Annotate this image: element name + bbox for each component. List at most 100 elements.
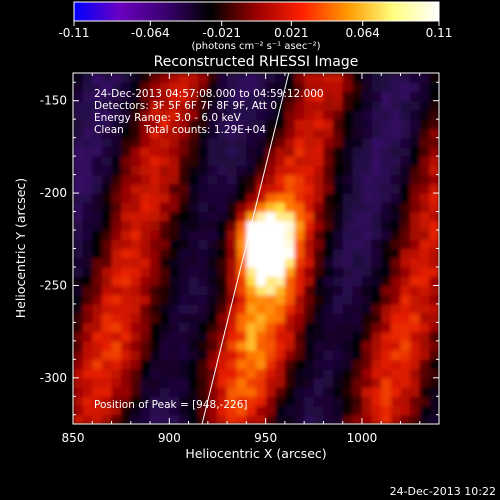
heatmap-cell xyxy=(188,276,199,287)
heatmap-cell xyxy=(130,239,142,250)
heatmap-cell xyxy=(323,368,334,379)
heatmap-cell xyxy=(92,322,103,333)
heatmap-cell xyxy=(371,248,382,259)
heatmap-cell xyxy=(352,294,363,305)
heatmap-cell xyxy=(429,82,439,93)
heatmap-cell xyxy=(265,396,276,407)
heatmap-cell xyxy=(313,350,325,360)
y-tick-label: -300 xyxy=(40,371,67,385)
heatmap-cell xyxy=(92,82,103,93)
heatmap-cell xyxy=(313,257,325,268)
heatmap-cell xyxy=(381,119,392,130)
heatmap-cell xyxy=(207,313,219,323)
heatmap-cell xyxy=(82,257,93,268)
heatmap-cell xyxy=(256,331,267,342)
heatmap-cell xyxy=(410,128,421,139)
heatmap-cell xyxy=(169,359,180,370)
heatmap-cell xyxy=(256,239,267,250)
heatmap-cell xyxy=(323,248,334,259)
heatmap-cell xyxy=(429,266,439,277)
heatmap-cell xyxy=(82,230,93,240)
heatmap-cell xyxy=(236,266,247,277)
heatmap-cell xyxy=(381,174,392,185)
heatmap-cell xyxy=(111,73,122,83)
heatmap-cell xyxy=(159,331,170,342)
y-axis-ticks: -150 -200 -250 -300 xyxy=(40,81,439,416)
heatmap-cell xyxy=(294,414,305,424)
heatmap-cell xyxy=(246,303,257,314)
heatmap-cell xyxy=(246,266,257,277)
heatmap-cell xyxy=(323,276,334,287)
heatmap-cell xyxy=(188,165,199,176)
heatmap-cell xyxy=(188,128,199,139)
heatmap-cell xyxy=(284,285,296,296)
heatmap-cell xyxy=(294,137,305,148)
heatmap-cell xyxy=(371,174,382,185)
heatmap-cell xyxy=(294,248,305,259)
heatmap-cell xyxy=(101,137,113,148)
heatmap-cell xyxy=(400,100,411,111)
heatmap-cell xyxy=(410,350,421,360)
heatmap-cell xyxy=(419,368,430,379)
heatmap-cell xyxy=(121,146,132,157)
heatmap-cell xyxy=(361,156,373,166)
heatmap-cell xyxy=(140,230,151,240)
heatmap-cell xyxy=(265,285,276,296)
heatmap-cell xyxy=(82,82,93,93)
heatmap-cell xyxy=(73,322,84,333)
heatmap-cell xyxy=(304,202,315,213)
heatmap-cell xyxy=(198,220,209,231)
heatmap-cell xyxy=(130,82,142,93)
heatmap-cell xyxy=(333,340,344,351)
heatmap-cell xyxy=(313,156,325,166)
heatmap-cell xyxy=(169,313,180,323)
heatmap-cell xyxy=(361,202,373,213)
heatmap-cell xyxy=(188,285,199,296)
heatmap-cell xyxy=(294,257,305,268)
heatmap-cell xyxy=(73,266,84,277)
heatmap-cell xyxy=(284,359,296,370)
heatmap-cell xyxy=(256,202,267,213)
heatmap-cell xyxy=(333,183,344,194)
heatmap-cell xyxy=(256,119,267,130)
heatmap-cell xyxy=(265,165,276,176)
heatmap-cell xyxy=(169,405,180,416)
heatmap-cell xyxy=(207,368,219,379)
heatmap-cell xyxy=(304,230,315,240)
heatmap-cell xyxy=(256,248,267,259)
heatmap-cell xyxy=(361,91,373,102)
heatmap-cell xyxy=(410,100,421,111)
heatmap-cell xyxy=(121,119,132,130)
heatmap-cell xyxy=(121,73,132,83)
heatmap-cell xyxy=(400,359,411,370)
heatmap-cell xyxy=(82,91,93,102)
heatmap-cell xyxy=(236,193,247,203)
heatmap-cell xyxy=(169,73,180,83)
heatmap-cell xyxy=(178,248,190,259)
heatmap-cell xyxy=(333,294,344,305)
heatmap-cell xyxy=(121,128,132,139)
heatmap-cell xyxy=(111,119,122,130)
heatmap-cell xyxy=(178,82,190,93)
heatmap-cell xyxy=(236,174,247,185)
heatmap-cell xyxy=(419,322,430,333)
heatmap-cell xyxy=(304,313,315,323)
heatmap-cell xyxy=(410,230,421,240)
heatmap-cell xyxy=(256,340,267,351)
heatmap-cell xyxy=(73,174,84,185)
heatmap-cell xyxy=(217,387,228,397)
heatmap-cell xyxy=(256,137,267,148)
heatmap-cell xyxy=(140,414,151,424)
heatmap-cell xyxy=(333,193,344,203)
heatmap-cell xyxy=(410,368,421,379)
heatmap-cell xyxy=(275,322,286,333)
heatmap-cell xyxy=(381,156,392,166)
heatmap-cell xyxy=(246,119,257,130)
heatmap-cell xyxy=(130,405,142,416)
heatmap-cell xyxy=(111,156,122,166)
heatmap-cell xyxy=(361,119,373,130)
heatmap-cell xyxy=(419,350,430,360)
heatmap-cell xyxy=(207,322,219,333)
heatmap-cell xyxy=(246,183,257,194)
heatmap-cell xyxy=(92,377,103,388)
